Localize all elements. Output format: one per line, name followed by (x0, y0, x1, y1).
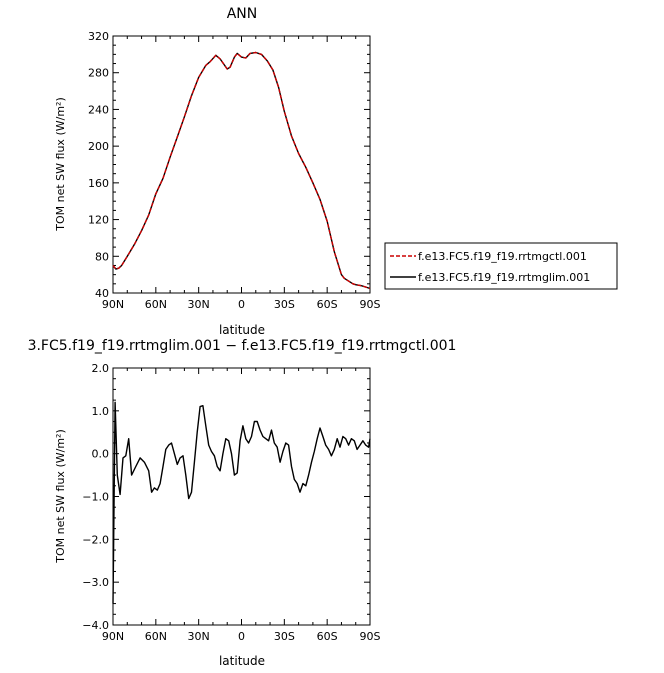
y-tick-label: 280 (88, 67, 109, 80)
legend-entry-ctl: f.e13.FC5.f19_f19.rrtmgctl.001 (418, 250, 587, 263)
legend-box (384, 242, 618, 290)
x-tick-label: 90N (102, 298, 124, 311)
x-axis: 90N 60N 30N 0 30S 60S 90S (102, 36, 381, 311)
y-tick-label: 40 (95, 287, 109, 300)
y-tick-label: 2.0 (92, 362, 110, 375)
y-axis-label: TOM net SW flux (W/m²) (54, 429, 67, 563)
series-lines (112, 51, 371, 290)
series-line-0 (112, 51, 371, 290)
y-tick-label: 0.0 (92, 448, 110, 461)
y-tick-label: −1.0 (82, 491, 109, 504)
y-tick-label: 240 (88, 103, 109, 116)
plot-frame (112, 35, 371, 294)
x-tick-label: 60S (317, 630, 338, 643)
x-tick-label: 60N (145, 298, 167, 311)
panel-difference: 3.FC5.f19_f19.rrtmglim.001 − f.e13.FC5.f… (28, 338, 457, 668)
y-tick-label: 200 (88, 140, 109, 153)
y-tick-label: 120 (88, 214, 109, 227)
x-tick-label: 30S (274, 630, 295, 643)
y-tick-label: 80 (95, 250, 109, 263)
x-tick-label: 90S (360, 298, 381, 311)
plot-border (112, 367, 371, 626)
chart-title: ANN (227, 6, 258, 22)
plot-border (112, 35, 371, 294)
y-axis-label: TOM net SW flux (W/m²) (54, 97, 67, 231)
plot-frame (112, 367, 371, 626)
x-tick-label: 0 (238, 630, 245, 643)
series-lines (112, 401, 371, 604)
y-tick-label: 1.0 (92, 405, 110, 418)
y-tick-label: −2.0 (82, 533, 109, 546)
x-tick-label: 0 (238, 298, 245, 311)
y-tick-label: 160 (88, 177, 109, 190)
panel-annual-mean: ANN 40 80 120 160 200 240 280 320 90N 60N 30N 0 30S… (54, 6, 381, 337)
legend-entry-lim: f.e13.FC5.f19_f19.rrtmglim.001 (418, 271, 590, 284)
x-tick-label: 90S (360, 630, 381, 643)
x-tick-label: 90N (102, 630, 124, 643)
x-tick-label: 60S (317, 298, 338, 311)
y-tick-label: −4.0 (82, 619, 109, 632)
legend: f.e13.FC5.f19_f19.rrtmgctl.001 f.e13.FC5… (384, 242, 618, 290)
x-axis-label: latitude (219, 654, 265, 668)
x-tick-label: 30S (274, 298, 295, 311)
x-axis-label: latitude (219, 323, 265, 337)
x-tick-label: 30N (188, 630, 210, 643)
x-tick-label: 60N (145, 630, 167, 643)
y-axis: −4.0 −3.0 −2.0 −1.0 0.0 1.0 2.0 (82, 362, 370, 632)
x-axis: 90N 60N 30N 0 30S 60S 90S (102, 368, 381, 643)
series-line-0 (112, 401, 371, 604)
series-line-1 (112, 51, 371, 290)
y-tick-label: −3.0 (82, 576, 109, 589)
x-tick-label: 30N (188, 298, 210, 311)
y-axis: 40 80 120 160 200 240 280 320 (88, 30, 370, 300)
difference-title: 3.FC5.f19_f19.rrtmglim.001 − f.e13.FC5.f… (28, 338, 457, 354)
y-tick-label: 320 (88, 30, 109, 43)
